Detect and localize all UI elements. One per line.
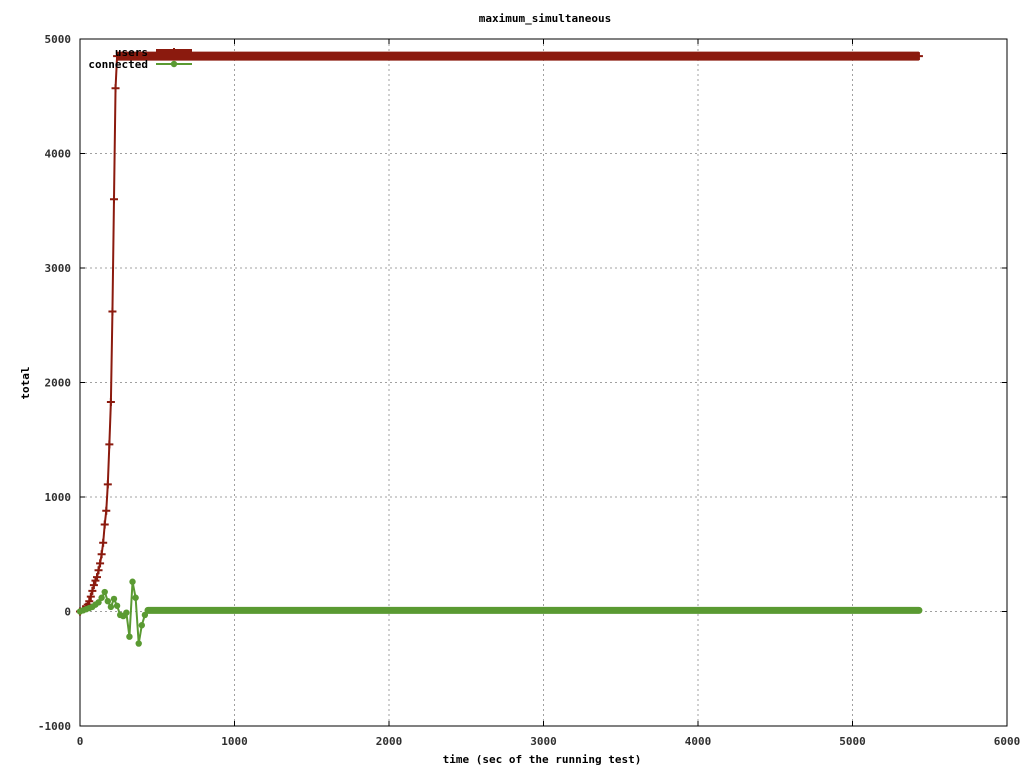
connected-point-marker bbox=[95, 599, 102, 606]
y-tick-label: 3000 bbox=[45, 262, 72, 275]
users-point-marker bbox=[89, 581, 98, 590]
users-point-marker bbox=[100, 520, 109, 529]
connected-point-marker bbox=[170, 60, 178, 68]
y-tick-label: 5000 bbox=[45, 33, 72, 46]
connected-point-marker bbox=[144, 607, 152, 614]
x-tick-label: 3000 bbox=[530, 735, 557, 748]
connected-point-marker bbox=[107, 603, 115, 611]
users-point-marker bbox=[86, 592, 95, 601]
connected-point-marker bbox=[126, 633, 133, 640]
legend-label-users: users bbox=[115, 46, 148, 59]
users-point-marker bbox=[88, 586, 97, 595]
connected-point-marker bbox=[123, 609, 130, 616]
connected-point-marker bbox=[132, 594, 139, 601]
connected-point-marker bbox=[141, 611, 149, 619]
x-axis-label: time (sec of the running test) bbox=[443, 753, 642, 766]
users-series bbox=[76, 51, 923, 616]
users-point-marker bbox=[109, 195, 118, 204]
users-point-marker bbox=[914, 52, 923, 61]
connected-point-marker bbox=[98, 594, 105, 601]
y-axis-ticks: -1000 0 1000 2000 3000 4000 5000 bbox=[38, 33, 1007, 733]
legend-label-connected: connected bbox=[88, 58, 148, 71]
users-point-marker bbox=[94, 566, 103, 575]
users-point-marker bbox=[105, 440, 114, 449]
connected-point-marker bbox=[129, 578, 136, 585]
users-point-marker bbox=[97, 550, 106, 559]
y-tick-label: 1000 bbox=[45, 491, 72, 504]
users-point-marker bbox=[103, 480, 112, 489]
x-tick-label: 2000 bbox=[376, 735, 403, 748]
connected-point-marker bbox=[138, 622, 145, 629]
users-point-marker bbox=[108, 307, 117, 316]
x-tick-label: 4000 bbox=[685, 735, 712, 748]
x-axis-ticks: 0 1000 2000 3000 4000 5000 6000 bbox=[77, 39, 1021, 748]
users-point-marker bbox=[102, 506, 111, 515]
series-group bbox=[76, 51, 923, 647]
connected-series bbox=[76, 578, 923, 647]
y-axis-label: total bbox=[19, 366, 32, 399]
connected-point-marker bbox=[104, 597, 112, 605]
plot-frame bbox=[79, 38, 1008, 727]
grid-lines bbox=[80, 39, 1007, 726]
y-tick-label: 4000 bbox=[45, 148, 72, 161]
connected-point-marker bbox=[110, 595, 118, 603]
users-line bbox=[79, 55, 919, 613]
y-tick-label: 0 bbox=[64, 606, 71, 619]
users-point-marker bbox=[170, 48, 178, 56]
y-tick-label: 2000 bbox=[45, 377, 72, 390]
users-point-marker bbox=[106, 397, 115, 406]
x-tick-label: 0 bbox=[77, 735, 84, 748]
users-point-marker bbox=[96, 559, 105, 568]
connected-point-marker bbox=[101, 588, 108, 596]
users-point-marker bbox=[111, 84, 120, 93]
users-point-marker bbox=[92, 573, 101, 582]
chart-title: maximum_simultaneous bbox=[479, 12, 611, 25]
users-point-marker bbox=[85, 597, 94, 606]
users-point-marker bbox=[99, 538, 108, 547]
users-point-marker bbox=[113, 52, 122, 61]
connected-point-marker bbox=[113, 602, 121, 609]
y-tick-label: -1000 bbox=[38, 720, 71, 733]
connected-point-marker bbox=[915, 607, 923, 614]
x-tick-label: 6000 bbox=[994, 735, 1021, 748]
x-tick-label: 1000 bbox=[221, 735, 248, 748]
x-tick-label: 5000 bbox=[839, 735, 866, 748]
connected-point-marker bbox=[135, 640, 142, 647]
